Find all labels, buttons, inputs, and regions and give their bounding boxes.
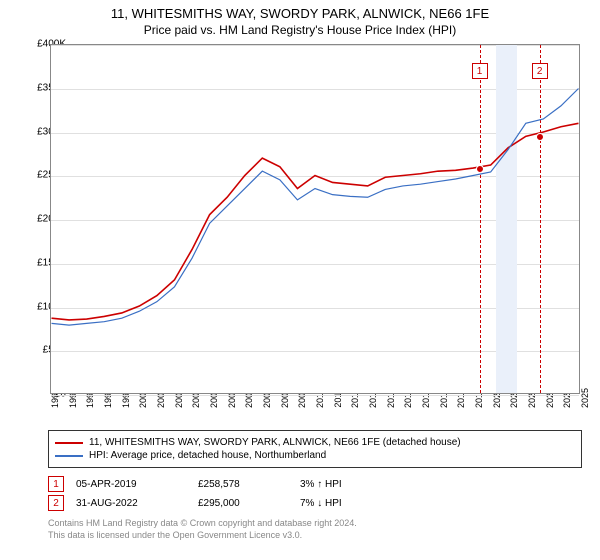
chart-lines — [51, 45, 579, 393]
footer: Contains HM Land Registry data © Crown c… — [48, 518, 357, 541]
transaction-marker: 2 — [48, 495, 64, 511]
x-tick-label: 2025 — [580, 388, 590, 408]
sale-point-dot — [536, 133, 544, 141]
legend-item: HPI: Average price, detached house, Nort… — [55, 450, 575, 461]
marker-box: 2 — [532, 63, 548, 79]
transaction-marker: 1 — [48, 476, 64, 492]
legend: 11, WHITESMITHS WAY, SWORDY PARK, ALNWIC… — [48, 430, 582, 468]
chart-subtitle: Price paid vs. HM Land Registry's House … — [0, 21, 600, 41]
legend-swatch — [55, 442, 83, 444]
transaction-date: 05-APR-2019 — [76, 479, 186, 490]
transaction-pct: 7% ↓ HPI — [300, 498, 380, 509]
legend-item: 11, WHITESMITHS WAY, SWORDY PARK, ALNWIC… — [55, 437, 575, 448]
transaction-price: £295,000 — [198, 498, 288, 509]
footer-line2: This data is licensed under the Open Gov… — [48, 530, 357, 542]
legend-label: 11, WHITESMITHS WAY, SWORDY PARK, ALNWIC… — [89, 437, 461, 448]
footer-line1: Contains HM Land Registry data © Crown c… — [48, 518, 357, 530]
marker-box: 1 — [472, 63, 488, 79]
series-line-hpi — [52, 89, 579, 326]
sale-point-dot — [476, 165, 484, 173]
legend-label: HPI: Average price, detached house, Nort… — [89, 450, 326, 461]
transaction-table: 1 05-APR-2019 £258,578 3% ↑ HPI 2 31-AUG-2022… — [48, 473, 582, 514]
gridline — [51, 395, 579, 396]
series-line-price_paid — [52, 123, 579, 320]
chart-plot-area: 12 — [50, 44, 580, 394]
legend-swatch — [55, 455, 83, 457]
transaction-pct: 3% ↑ HPI — [300, 479, 380, 490]
transaction-row: 1 05-APR-2019 £258,578 3% ↑ HPI — [48, 476, 582, 492]
transaction-row: 2 31-AUG-2022 £295,000 7% ↓ HPI — [48, 495, 582, 511]
transaction-date: 31-AUG-2022 — [76, 498, 186, 509]
transaction-price: £258,578 — [198, 479, 288, 490]
chart-title: 11, WHITESMITHS WAY, SWORDY PARK, ALNWIC… — [0, 0, 600, 21]
